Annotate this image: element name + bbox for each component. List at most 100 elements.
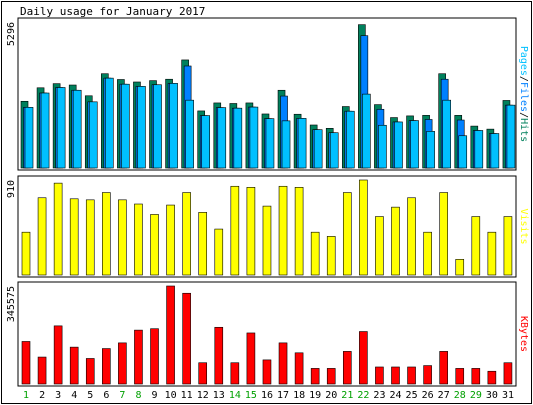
pages-bar [265,118,275,169]
kbytes-bar [278,342,288,385]
x-tick-label: 15 [245,390,257,401]
kbytes-bar [102,348,111,385]
x-tick-label: 23 [373,390,385,401]
x-tick-label: 5 [87,390,93,401]
pages-bar [137,86,146,169]
x-tick-label: 16 [261,390,273,401]
x-tick-label: 3 [55,390,61,401]
visits-bar [198,212,208,276]
visits-bar [278,185,288,276]
pages-bar [458,135,468,169]
x-tick-label: 30 [486,390,498,401]
visits-bar [375,216,384,276]
chart-title: Daily usage for January 2017 [20,5,205,18]
kbytes-panel: 345575 KBytes [6,281,529,387]
x-tick-label: 20 [325,390,337,401]
kbytes-bar [471,368,481,385]
kbytes-bar [455,368,465,385]
kbytes-bar [166,285,175,385]
pages-bar [506,104,516,169]
pages-bar [40,92,50,169]
pages-bar [490,133,500,169]
hits_files_pages-ymax-label: 5296 [6,22,17,46]
visits-bar [294,187,304,276]
pages-bar [249,106,259,169]
visits-bar [53,182,63,276]
x-tick-label: 22 [357,390,369,401]
kbytes-bar [326,368,336,385]
kbytes-bar [439,351,448,385]
pages-bar [105,77,114,169]
x-tick-label: 26 [422,390,434,401]
visits-bar [182,192,191,276]
pages-bar [426,131,435,169]
pages-bar [297,118,307,169]
visits-bar [246,187,256,276]
kbytes-bar [407,366,416,385]
pages-bar [217,107,227,169]
kbytes-bar [503,362,513,385]
x-axis-day-labels: 1 2 3 4 5 6 7 8 9 10 11 12 13 14 15 16 17 18 19 20 21 22 23 24 2… [23,390,514,401]
x-tick-label: 10 [165,390,177,401]
x-tick-label: 24 [389,390,401,401]
kbytes-bar [230,362,240,385]
x-tick-label: 27 [438,390,450,401]
pages-bar [394,121,403,169]
series-label-part: / [518,76,529,82]
pages-bar [121,83,130,169]
hits_files_pages-panel: 5296 Pages/Files/Hits [6,17,529,171]
x-tick-label: 1 [23,390,29,401]
pages-bar [169,83,178,169]
series-label-part: Files [518,82,529,112]
visits-panel-border [17,175,517,278]
pages-bar [201,115,211,169]
hits_files_pages-series-label: Pages/Files/Hits [518,46,529,142]
visits-bar [118,199,127,276]
x-tick-label: 13 [213,390,225,401]
x-tick-label: 2 [39,390,45,401]
visits-series-label: Visits [518,208,529,244]
series-label-part: Pages [518,46,529,76]
kbytes-bar [150,328,159,385]
visits-bar [391,206,400,276]
visits-bar [439,192,448,276]
pages-bar [474,130,484,169]
kbytes-bar [134,329,143,385]
x-tick-label: 4 [71,390,77,401]
x-tick-label: 14 [229,390,241,401]
pages-bar [24,107,34,169]
kbytes-bar [246,332,256,385]
x-tick-label: 8 [135,390,141,401]
pages-bar [442,99,451,169]
kbytes-bar [391,366,400,385]
kbytes-bar [37,356,47,385]
kbytes-bar [487,370,497,385]
visits-bar [310,231,320,276]
pages-bar [185,99,194,169]
kbytes-bar [21,341,31,385]
kbytes-bar [423,365,432,385]
pages-bar [329,132,339,169]
kbytes-bar [359,331,368,385]
x-tick-label: 7 [119,390,125,401]
x-tick-label: 6 [103,390,109,401]
visits-bar [230,185,240,276]
chart-panels: 5296 Pages/Files/Hits 910 Visits 345575KByte… [6,17,529,387]
visits-bar [134,203,143,276]
pages-bar [72,89,82,169]
kbytes-bar [310,368,320,385]
pages-bar [233,107,243,169]
kbytes-bar [214,326,224,385]
series-label-part: / [518,112,529,118]
x-tick-label: 31 [502,390,514,401]
pages-bar [88,101,98,169]
kbytes-panel-border [17,281,517,387]
kbytes-bar [69,346,79,385]
pages-bar [281,120,291,169]
visits-bar [21,231,31,276]
kbytes-series-label: KBytes [518,316,529,352]
pages-bar [378,124,387,169]
visits-panel: 910 Visits [6,175,529,278]
visits-ymax-label: 910 [6,180,17,198]
